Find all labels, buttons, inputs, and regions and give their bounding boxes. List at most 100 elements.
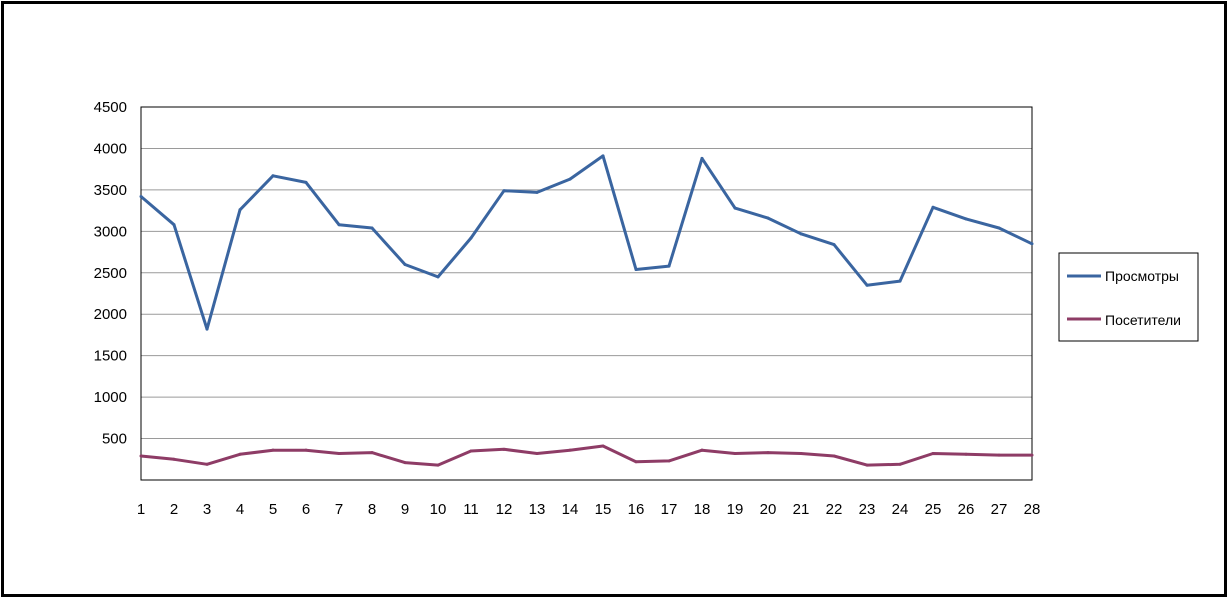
y-tick-label: 4500	[94, 99, 127, 116]
x-tick-label: 28	[1024, 501, 1041, 518]
data-point	[964, 217, 968, 221]
data-point	[733, 206, 737, 210]
data-point	[502, 447, 506, 451]
x-tick-label: 1	[137, 501, 145, 518]
legend: Просмотры Посетители	[1058, 252, 1199, 342]
series-line-0	[140, 154, 1033, 331]
data-point	[667, 459, 671, 463]
x-tick-label: 15	[595, 501, 612, 518]
data-point	[799, 232, 803, 236]
data-point	[766, 216, 770, 220]
legend-label-views: Просмотры	[1105, 268, 1179, 284]
x-tick-label: 21	[793, 501, 810, 518]
data-point	[601, 444, 605, 448]
data-point	[667, 264, 671, 268]
legend-box	[1058, 252, 1199, 342]
data-point	[700, 448, 704, 452]
x-tick-label: 25	[925, 501, 942, 518]
data-point	[733, 451, 737, 455]
x-tick-label: 10	[430, 501, 447, 518]
y-tick-label: 4000	[94, 140, 127, 157]
y-tick-label: 2000	[94, 306, 127, 323]
data-point	[304, 180, 308, 184]
x-tick-label: 16	[628, 501, 645, 518]
data-point	[931, 205, 935, 209]
data-point	[568, 448, 572, 452]
plot-area-border	[140, 106, 1033, 481]
data-point	[304, 448, 308, 452]
x-tick-label: 18	[694, 501, 711, 518]
x-tick-label: 3	[203, 501, 211, 518]
data-point	[799, 451, 803, 455]
data-point	[469, 236, 473, 240]
x-tick-label: 7	[335, 501, 343, 518]
data-point	[238, 208, 242, 212]
data-point	[898, 462, 902, 466]
data-point	[634, 460, 638, 464]
data-point	[337, 451, 341, 455]
data-point	[271, 448, 275, 452]
x-tick-label: 26	[958, 501, 975, 518]
data-point	[502, 189, 506, 193]
data-point	[997, 226, 1001, 230]
data-point	[898, 279, 902, 283]
data-point	[931, 451, 935, 455]
x-tick-label: 20	[760, 501, 777, 518]
data-point	[436, 275, 440, 279]
data-point	[700, 156, 704, 160]
data-point	[172, 223, 176, 227]
data-point	[1030, 453, 1034, 457]
data-point	[172, 457, 176, 461]
y-tick-label: 1500	[94, 348, 127, 365]
data-point	[832, 243, 836, 247]
x-tick-label: 12	[496, 501, 513, 518]
x-tick-label: 4	[236, 501, 244, 518]
data-point	[370, 451, 374, 455]
data-point	[766, 451, 770, 455]
data-point	[634, 267, 638, 271]
data-point	[271, 174, 275, 178]
y-axis-ticks: 500 1000 1500 2000 2500 3000 3500 4000 4500	[94, 99, 127, 448]
gridlines	[141, 106, 1032, 440]
x-tick-label: 13	[529, 501, 546, 518]
data-point	[535, 190, 539, 194]
data-point	[337, 223, 341, 227]
y-tick-label: 500	[102, 431, 127, 448]
x-tick-label: 5	[269, 501, 277, 518]
data-point	[865, 283, 869, 287]
legend-label-visitors: Посетители	[1105, 312, 1181, 328]
data-point	[535, 451, 539, 455]
data-point	[964, 452, 968, 456]
x-axis-ticks: 1 2 3 4 5 6 7 8 9 10 11 12 13 14 15 16 17 18 19 20 21 22 23 24 2…	[137, 501, 1041, 518]
y-tick-label: 3500	[94, 182, 127, 199]
y-tick-label: 3000	[94, 223, 127, 240]
x-tick-label: 2	[170, 501, 178, 518]
y-tick-label: 1000	[94, 389, 127, 406]
data-point	[601, 154, 605, 158]
y-tick-label: 2500	[94, 265, 127, 282]
x-tick-label: 27	[991, 501, 1008, 518]
x-tick-label: 14	[562, 501, 579, 518]
data-point	[865, 463, 869, 467]
data-point	[205, 462, 209, 466]
data-point	[436, 463, 440, 467]
data-point	[469, 449, 473, 453]
data-point	[238, 452, 242, 456]
data-point	[370, 226, 374, 230]
x-tick-label: 8	[368, 501, 376, 518]
x-tick-label: 19	[727, 501, 744, 518]
data-point	[139, 195, 143, 199]
x-tick-label: 24	[892, 501, 909, 518]
x-tick-label: 11	[463, 501, 479, 518]
x-tick-label: 9	[401, 501, 409, 518]
series-line-1	[140, 444, 1032, 467]
data-point	[205, 327, 209, 331]
x-tick-label: 17	[661, 501, 678, 518]
x-tick-label: 23	[859, 501, 876, 518]
data-point	[1030, 242, 1034, 246]
data-point	[403, 461, 407, 465]
data-point	[832, 454, 836, 458]
data-point	[139, 454, 143, 458]
